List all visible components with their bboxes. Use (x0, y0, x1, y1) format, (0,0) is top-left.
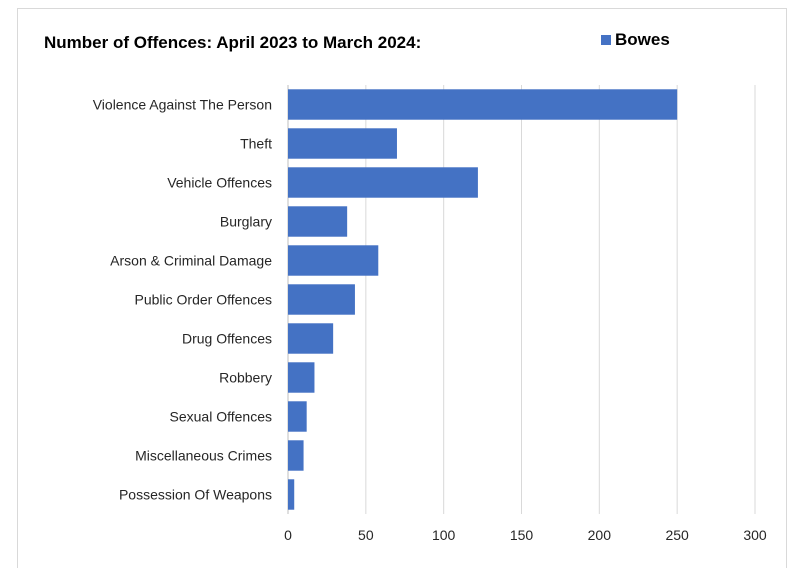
x-tick-label-0: 0 (284, 527, 292, 543)
x-tick-label-50: 50 (358, 527, 374, 543)
legend-label-bowes: Bowes (615, 30, 670, 49)
category-label-3: Burglary (220, 214, 272, 230)
bar-1 (288, 128, 397, 159)
bar-5 (288, 284, 355, 315)
category-label-1: Theft (240, 136, 272, 152)
bar-7 (288, 362, 315, 393)
category-label-10: Possession Of Weapons (119, 487, 272, 503)
category-labels: Violence Against The Person Theft Vehicle … (93, 97, 272, 503)
bar-9 (288, 440, 304, 471)
category-label-6: Drug Offences (182, 331, 272, 347)
bar-4 (288, 245, 379, 276)
bar-8 (288, 401, 307, 432)
bar-0 (288, 89, 678, 120)
x-tick-label-150: 150 (510, 527, 534, 543)
category-label-8: Sexual Offences (170, 409, 272, 425)
category-label-0: Violence Against The Person (93, 97, 272, 113)
chart-title: Number of Offences: April 2023 to March … (44, 33, 421, 52)
x-tick-labels: 0 50 100 150 200 250 300 (284, 527, 767, 543)
bars (288, 89, 678, 510)
legend: Bowes (601, 30, 670, 49)
category-label-4: Arson & Criminal Damage (110, 253, 272, 269)
bar-10 (288, 479, 295, 510)
bar-2 (288, 167, 478, 198)
x-tick-label-100: 100 (432, 527, 456, 543)
x-tick-label-250: 250 (665, 527, 689, 543)
category-label-7: Robbery (219, 370, 272, 386)
category-label-9: Miscellaneous Crimes (135, 448, 272, 464)
bar-3 (288, 206, 348, 237)
x-tick-label-300: 300 (743, 527, 767, 543)
bar-6 (288, 323, 334, 354)
category-label-5: Public Order Offences (135, 292, 272, 308)
category-label-2: Vehicle Offences (167, 175, 272, 191)
x-tick-label-200: 200 (588, 527, 612, 543)
legend-swatch-bowes (601, 35, 611, 45)
